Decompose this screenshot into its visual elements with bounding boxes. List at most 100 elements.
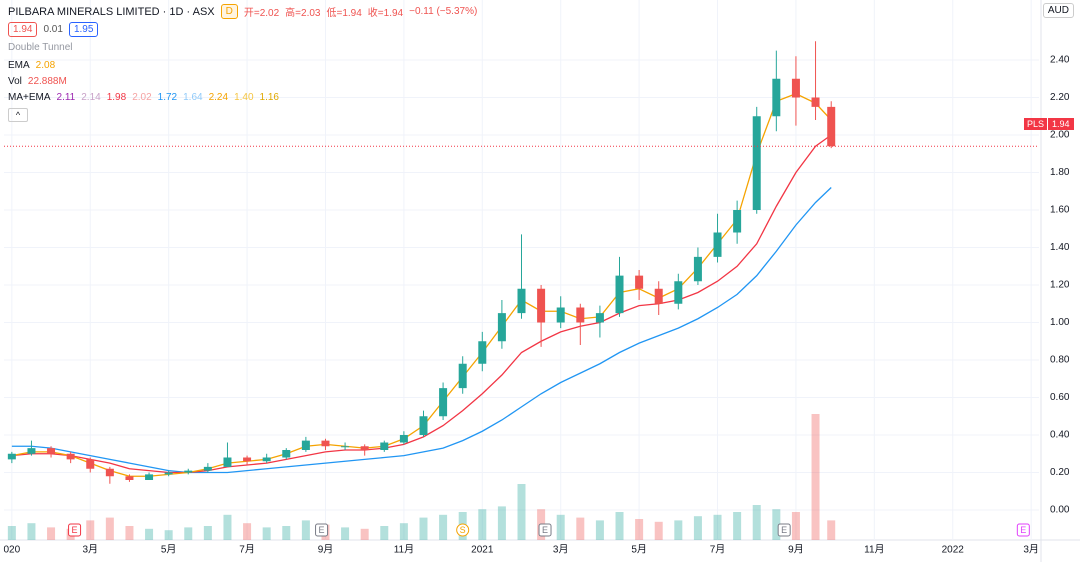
candle-body: [791, 78, 800, 98]
ema-value: 2.08: [35, 60, 56, 71]
ema-label: EMA: [8, 60, 30, 71]
candle-body: [341, 446, 350, 448]
candle-body: [380, 442, 389, 450]
candle-body: [537, 288, 546, 323]
candle-body: [164, 472, 173, 475]
ma-value: 2.02: [132, 92, 152, 103]
x-tick-label: 3月: [1023, 544, 1039, 556]
volume-bar: [772, 509, 781, 540]
candle-body: [184, 470, 193, 473]
vol-line: Vol 22.888M: [8, 76, 67, 87]
candle-body: [556, 307, 565, 323]
volume-bar: [811, 414, 820, 540]
candle-body: [654, 288, 663, 304]
badge[interactable]: D: [220, 4, 238, 19]
header-line: PILBARA MINERALS LIMITED · 1D · ASX D 开=…: [8, 4, 477, 19]
x-tick-label: 11月: [864, 544, 884, 556]
volume-bar: [262, 527, 271, 540]
candle-body: [458, 363, 467, 389]
change: −0.11 (−5.37%): [409, 6, 478, 17]
volume-bar: [478, 509, 487, 540]
volume-bar: [203, 526, 212, 540]
volume-bar: [827, 520, 836, 540]
candle-body: [105, 468, 114, 477]
ma-value: 2.24: [208, 92, 229, 103]
volume-bar: [556, 514, 565, 540]
event-label: S: [460, 525, 466, 535]
x-tick-label: 11月: [394, 544, 414, 556]
candle-body: [203, 466, 212, 471]
symbol[interactable]: PILBARA MINERALS LIMITED · 1D · ASX: [8, 5, 215, 18]
price-tag-value: 1.94: [1048, 118, 1074, 130]
y-tick-label: 0.60: [1050, 392, 1070, 403]
price-tag: PLS: [1024, 118, 1048, 130]
volume-bar: [615, 512, 624, 540]
ma-value: 1.98: [106, 92, 127, 103]
volume-bar: [86, 520, 95, 540]
ema-line: EMA 2.08: [8, 60, 55, 71]
candle-body: [576, 307, 585, 323]
ma-value: 1.72: [157, 92, 178, 103]
y-tick-label: 0.20: [1050, 467, 1070, 478]
ma-value: 2.14: [81, 92, 101, 103]
y-tick-label: 1.60: [1050, 205, 1070, 216]
candle-body: [693, 256, 702, 282]
bid[interactable]: 1.94: [8, 22, 38, 37]
x-tick-label: 7月: [710, 544, 726, 556]
y-tick-label: 0.00: [1050, 505, 1070, 516]
ma-line: MA+EMA 2.11 2.14 1.98 2.02 1.72 1.64 2.24 1.40 1.…: [8, 92, 279, 103]
y-tick-label: 2.20: [1050, 92, 1070, 103]
x-tick-label: 9月: [318, 544, 334, 556]
candle-body: [262, 457, 271, 462]
open: 开=2.02: [243, 8, 280, 19]
x-tick-label: 7月: [239, 544, 255, 556]
volume-bar: [243, 523, 252, 540]
event-marker: [68, 523, 82, 537]
volume-bar: [184, 527, 193, 540]
event-marker: [777, 523, 791, 537]
event-marker: [456, 523, 470, 537]
candle-body: [419, 416, 428, 435]
volume-bar: [145, 528, 154, 540]
moving-average: [11, 187, 832, 474]
tunnel-line: Double Tunnel: [8, 42, 73, 53]
candle-body: [497, 313, 506, 342]
volume-bar: [733, 512, 742, 540]
candle-body: [47, 448, 56, 454]
x-tick-label: 2021: [471, 545, 494, 556]
currency[interactable]: AUD: [1042, 3, 1074, 18]
close: 收=1.94: [367, 8, 404, 19]
volume-bar: [301, 520, 310, 540]
x-tick-label: 5月: [631, 544, 647, 556]
ask[interactable]: 1.95: [68, 22, 99, 37]
volume-bar: [164, 530, 173, 540]
y-tick-label: 1.80: [1050, 167, 1070, 178]
volume-bar: [282, 526, 291, 540]
x-tick-label: 9月: [788, 544, 804, 556]
candle-body: [615, 275, 624, 314]
event-marker: [315, 523, 329, 537]
collapse-button[interactable]: ^: [8, 108, 28, 122]
candle-body: [399, 435, 408, 443]
spread: 0.01: [43, 24, 63, 35]
volume-bar: [693, 516, 702, 540]
event-marker: [538, 523, 552, 537]
candle-body: [595, 313, 604, 323]
y-tick-label: 1.00: [1050, 317, 1070, 328]
volume-bar: [223, 514, 232, 540]
candle-body: [125, 476, 134, 480]
volume-bar: [380, 526, 389, 540]
vol-label: Vol: [8, 76, 22, 87]
event-marker: [1016, 523, 1030, 537]
event-label: E: [542, 525, 548, 535]
candle-body: [752, 116, 761, 210]
high: 高=2.03: [285, 8, 321, 19]
ma-value: 1.64: [183, 92, 203, 103]
volume-bar: [497, 506, 506, 540]
low: 低=1.94: [326, 8, 362, 19]
candle-body: [635, 275, 644, 289]
x-tick-label: 2022: [942, 545, 965, 556]
x-tick-label: 3月: [553, 544, 569, 556]
volume-bar: [419, 517, 428, 540]
candle-body: [478, 341, 487, 364]
